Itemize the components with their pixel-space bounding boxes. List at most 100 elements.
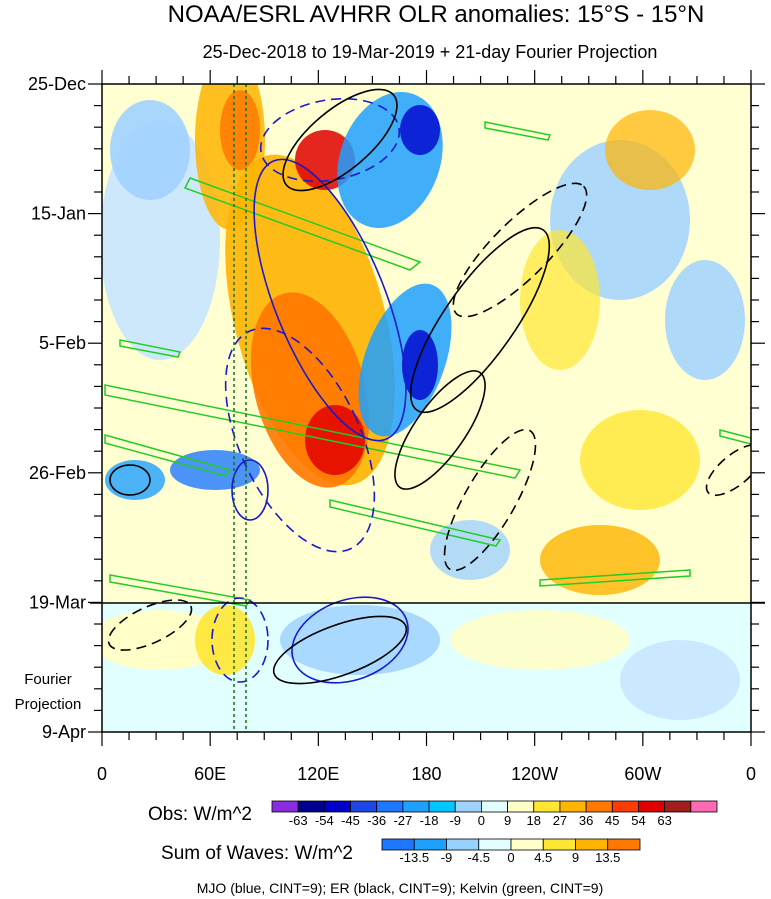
x-axis: 0 60E 120E 180 120W 60W 0 <box>97 70 756 784</box>
kelvin-contour <box>719 429 751 445</box>
waves-colorbar-swatch <box>478 838 512 851</box>
y-tick-label: 26-Feb <box>29 463 86 483</box>
waves-colorbar-swatch <box>413 838 447 851</box>
kelvin-contours <box>104 121 751 607</box>
waves-colorbar-swatch <box>575 838 609 851</box>
waves-colorbar-tick: 4.5 <box>534 850 552 865</box>
anomaly-region <box>220 90 260 170</box>
obs-colorbar-label: Obs: W/m^2 <box>148 804 252 825</box>
projection-label-line-1: Fourier <box>24 671 72 688</box>
obs-colorbar-tick: 36 <box>579 813 593 828</box>
obs-colorbar-tick: -36 <box>367 813 386 828</box>
projection-label-line-2: Projection <box>15 696 82 713</box>
obs-colorbar-tick: -18 <box>420 813 439 828</box>
waves-colorbar-swatch <box>542 838 576 851</box>
waves-colorbar-swatch <box>510 838 544 851</box>
obs-colorbar-tick: 63 <box>657 813 671 828</box>
mjo-contour <box>211 597 269 683</box>
mjo-contour <box>231 459 269 521</box>
waves-colorbar: -13.5 -9 -4.5 0 4.5 9 13.5 <box>381 838 641 865</box>
kelvin-contour <box>119 339 182 358</box>
anomaly-region <box>105 460 165 500</box>
obs-colorbar: -63 -54 -45 -36 -27 -18 -9 0 9 18 27 36 45 54 63 <box>271 800 718 828</box>
anomaly-region <box>665 260 745 380</box>
er-contour <box>443 428 537 572</box>
waves-colorbar-tick: 13.5 <box>595 850 620 865</box>
anomaly-field <box>102 84 751 732</box>
mjo-contour <box>253 158 407 442</box>
er-contour <box>272 615 408 685</box>
obs-colorbar-swatch <box>507 800 535 813</box>
obs-colorbar-swatch <box>428 800 456 813</box>
waves-colorbar-tick: -13.5 <box>399 850 429 865</box>
obs-colorbar-swatch <box>402 800 430 813</box>
obs-colorbar-tick: -27 <box>393 813 412 828</box>
waves-colorbar-tick: 9 <box>572 850 579 865</box>
waves-colorbar-swatch <box>607 838 641 851</box>
footer-legend: MJO (blue, CINT=9); ER (black, CINT=9); … <box>197 880 604 896</box>
obs-colorbar-tick: 45 <box>605 813 619 828</box>
obs-colorbar-tick: 9 <box>504 813 511 828</box>
y-tick-label: 25-Dec <box>28 74 86 94</box>
obs-colorbar-swatch <box>611 800 639 813</box>
obs-colorbar-tick: -63 <box>289 813 308 828</box>
obs-colorbar-swatch <box>638 800 666 813</box>
x-tick-label: 60W <box>624 764 661 784</box>
anomaly-region <box>580 410 700 510</box>
reference-lines <box>233 84 247 732</box>
obs-colorbar-swatch <box>350 800 378 813</box>
waves-colorbar-tick: -9 <box>441 850 453 865</box>
projection-region <box>195 605 255 675</box>
obs-colorbar-swatch <box>454 800 482 813</box>
obs-colorbar-swatch <box>533 800 561 813</box>
waves-colorbar-swatch <box>446 838 480 851</box>
projection-region <box>620 640 740 720</box>
x-tick-label: 60E <box>194 764 226 784</box>
kelvin-contour <box>484 121 552 141</box>
obs-colorbar-tick: -9 <box>449 813 461 828</box>
kelvin-contour <box>183 177 422 271</box>
mjo-contour <box>224 327 376 553</box>
y-tick-label: 5-Feb <box>39 333 86 353</box>
x-tick-label: 0 <box>97 764 107 784</box>
obs-colorbar-tick: 54 <box>631 813 645 828</box>
obs-colorbar-swatch <box>323 800 351 813</box>
er-contour <box>409 226 551 414</box>
y-axis: 25-Dec 15-Jan 5-Feb 26-Feb 19-Mar 9-Apr <box>28 74 765 742</box>
x-tick-label: 0 <box>746 764 756 784</box>
x-tick-label: 120W <box>511 764 558 784</box>
obs-colorbar-tick: -54 <box>315 813 334 828</box>
er-contour <box>282 88 398 192</box>
obs-colorbar-tick: 27 <box>553 813 567 828</box>
kelvin-contour <box>104 384 522 479</box>
kelvin-contour <box>104 434 232 477</box>
er-contour <box>107 599 193 651</box>
plot-area <box>90 83 765 733</box>
obs-colorbar-swatch <box>376 800 404 813</box>
waves-colorbar-label: Sum of Waves: W/m^2 <box>161 843 353 864</box>
x-tick-label: 180 <box>411 764 441 784</box>
chart-title: NOAA/ESRL AVHRR OLR anomalies: 15°S - 15… <box>168 1 705 28</box>
y-tick-label: 9-Apr <box>42 722 86 742</box>
obs-colorbar-swatch <box>481 800 508 813</box>
er-contour <box>109 464 151 496</box>
obs-colorbar-swatch <box>690 800 718 813</box>
wave-contours <box>104 88 751 685</box>
waves-colorbar-tick: 0 <box>507 850 514 865</box>
anomaly-region <box>305 405 365 475</box>
chart-subtitle: 25-Dec-2018 to 19-Mar-2019 + 21-day Four… <box>203 42 658 62</box>
obs-colorbar-swatch <box>585 800 613 813</box>
anomaly-region <box>110 100 190 200</box>
anomaly-region <box>605 110 695 190</box>
er-contour <box>705 443 751 497</box>
projection-region <box>450 610 630 670</box>
kelvin-contour <box>329 499 502 547</box>
anomaly-region <box>430 520 510 580</box>
obs-colorbar-swatch <box>271 800 299 813</box>
obs-colorbar-tick: -45 <box>341 813 360 828</box>
y-tick-label: 19-Mar <box>29 592 86 612</box>
obs-colorbar-swatch <box>559 800 587 813</box>
anomaly-region <box>402 330 438 400</box>
obs-colorbar-tick: 0 <box>478 813 485 828</box>
